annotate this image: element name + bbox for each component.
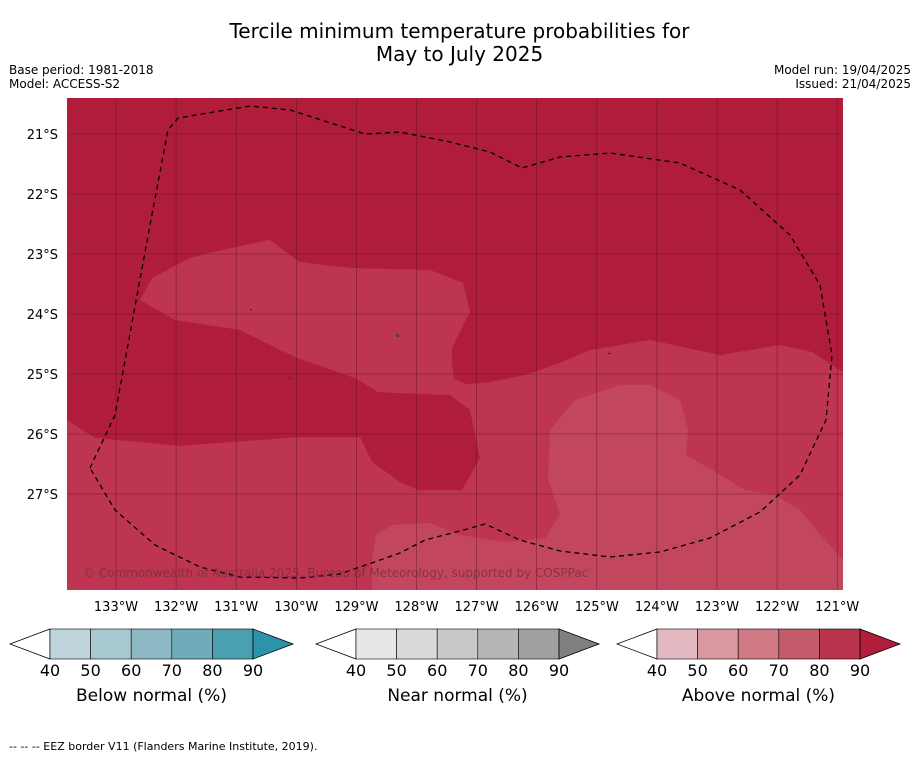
colorbar-title-near: Near normal (%) (387, 686, 528, 706)
lon-label: 130°W (274, 600, 318, 615)
colorbar-segment (355, 628, 397, 660)
lon-label: 128°W (394, 600, 438, 615)
colorbar-tick-label: 90 (549, 661, 569, 680)
eez-border (89, 105, 833, 579)
probability-field: © Commonwealth of Australia 2025, Bureau… (67, 98, 843, 590)
colorbar-segment (518, 628, 560, 660)
meta-right: Model run: 19/04/2025 Issued: 21/04/2025 (774, 63, 911, 91)
lat-label: 24°S (27, 308, 58, 323)
colorbar-above: 40 50 60 70 80 90 (616, 628, 902, 680)
model-name: Model: ACCESS-S2 (9, 77, 121, 91)
colorbar-title-below: Below normal (%) (76, 686, 227, 706)
lon-label: 126°W (515, 600, 559, 615)
lon-label: 123°W (695, 600, 739, 615)
island-1 (249, 308, 253, 311)
title-line-2: May to July 2025 (375, 42, 544, 66)
colorbar-tick-label: 70 (769, 661, 789, 680)
colorbar-high-arrow (252, 628, 295, 660)
colorbar-title-above: Above normal (%) (681, 686, 836, 706)
colorbar-segment (90, 628, 132, 660)
lon-label: 129°W (334, 600, 378, 615)
latitude-labels: 21°S 22°S 23°S 24°S 25°S 26°S 27°S (27, 128, 58, 503)
colorbar-tick-label: 70 (162, 661, 182, 680)
colorbar-tick-label: 70 (468, 661, 488, 680)
colorbar-tick-label: 80 (809, 661, 829, 680)
base-period: Base period: 1981-2018 (9, 63, 154, 77)
colorbar-tick-label: 40 (40, 661, 60, 680)
colorbar-segment (396, 628, 438, 660)
colorbar-low-arrow (315, 628, 357, 660)
colorbar-tick-label: 40 (346, 661, 366, 680)
colorbar-segment (171, 628, 213, 660)
colorbar-segment (737, 628, 780, 660)
colorbar-high-arrow (558, 628, 601, 660)
copyright-text: © Commonwealth of Australia 2025, Bureau… (83, 566, 588, 580)
colorbar-segment (656, 628, 698, 660)
footer-note: -- -- -- EEZ border V11 (Flanders Marine… (9, 740, 318, 753)
lon-label: 122°W (755, 600, 799, 615)
lon-label: 121°W (815, 600, 859, 615)
colorbar-tick-label: 60 (121, 661, 141, 680)
colorbar-tick-label: 90 (850, 661, 870, 680)
region-60-70-south (372, 385, 843, 590)
lon-label: 132°W (154, 600, 198, 615)
colorbar-tick-label: 40 (647, 661, 667, 680)
colorbar-low-arrow (9, 628, 51, 660)
meta-left: Base period: 1981-2018 Model: ACCESS-S2 (9, 63, 154, 91)
colorbar-segment (819, 628, 861, 660)
colorbar-tick-label: 80 (508, 661, 528, 680)
lat-label: 21°S (27, 128, 58, 143)
chart-title: Tercile minimum temperature probabilitie… (0, 20, 919, 66)
colorbar-segment (778, 628, 820, 660)
longitude-labels: 133°W 132°W 131°W 130°W 129°W 128°W 127°W 126°W… (94, 600, 860, 615)
colorbar-tick-label: 60 (427, 661, 447, 680)
lat-label: 27°S (27, 488, 58, 503)
lon-label: 125°W (575, 600, 619, 615)
lat-label: 22°S (27, 188, 58, 203)
model-run: Model run: 19/04/2025 (773, 63, 911, 77)
colorbar-near: 40 50 60 70 80 90 (315, 628, 601, 680)
colorbar-segment (436, 628, 479, 660)
colorbar-segment (49, 628, 91, 660)
issued-date: Issued: 21/04/2025 (795, 77, 911, 91)
colorbar-below: 40 50 60 70 80 90 (9, 628, 295, 680)
graticule (67, 98, 843, 590)
colorbar-segment (697, 628, 739, 660)
colorbar-tick-label: 60 (728, 661, 748, 680)
colorbar-tick-label: 50 (687, 661, 707, 680)
colorbar-tick-label: 80 (202, 661, 222, 680)
colorbar-tick-label: 50 (80, 661, 100, 680)
title-line-1: Tercile minimum temperature probabilitie… (229, 19, 690, 43)
colorbar-segment (130, 628, 173, 660)
lon-label: 124°W (635, 600, 679, 615)
lon-label: 127°W (455, 600, 499, 615)
colorbar-tick-label: 50 (386, 661, 406, 680)
colorbar-high-arrow (859, 628, 902, 660)
colorbar-low-arrow (616, 628, 658, 660)
lat-label: 25°S (27, 368, 58, 383)
colorbar-tick-label: 90 (243, 661, 263, 680)
colorbar-segment (212, 628, 254, 660)
island-4 (607, 352, 612, 355)
forecast-map: © Commonwealth of Australia 2025, Bureau… (27, 98, 860, 615)
lat-label: 26°S (27, 428, 58, 443)
colorbar-segment (477, 628, 519, 660)
lon-label: 133°W (94, 600, 138, 615)
island-2 (395, 333, 400, 338)
lon-label: 131°W (214, 600, 258, 615)
lat-label: 23°S (27, 248, 58, 263)
